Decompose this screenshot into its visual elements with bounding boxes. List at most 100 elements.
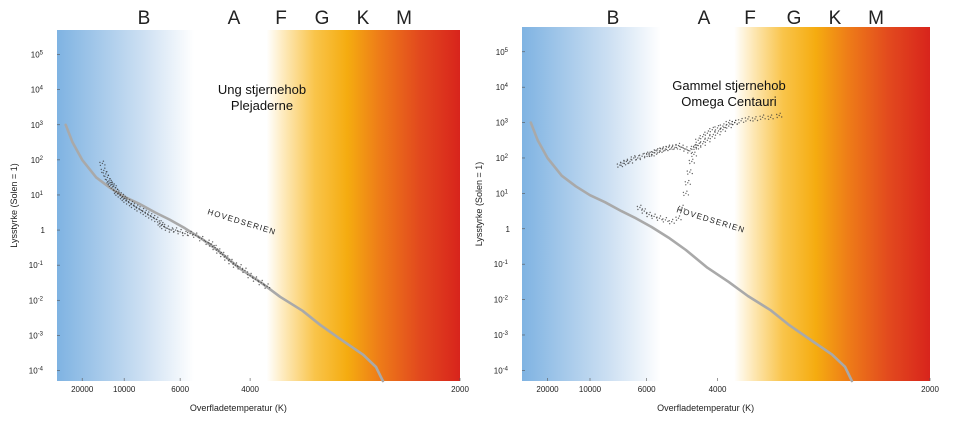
x-tick-label: 4000 [241,385,259,394]
y-tick-label: 101 [31,191,44,200]
chart-title-line-1: Ung stjernehob [218,82,306,97]
star-point [751,116,759,122]
star-point [107,179,114,186]
star-point [776,112,783,119]
chart-title-line-2: Omega Centauri [681,94,776,109]
star-point [719,123,727,129]
x-tick-label: 2000 [451,385,469,394]
star-point [168,227,175,233]
star-point [686,148,693,154]
star-point [714,125,721,131]
spectral-class-label: K [357,8,370,29]
spectral-class-label: B [138,8,151,29]
star-point [695,137,702,143]
y-tick-label: 10-3 [29,331,44,340]
star-point [623,158,630,165]
y-tick-label: 103 [496,119,509,128]
star-point [692,144,700,151]
spectral-class-label: F [275,8,287,29]
spectral-class-label: F [744,8,756,29]
star-point [682,190,690,197]
spectral-class-label: K [829,8,842,29]
star-point [160,223,167,230]
star-point [699,140,706,147]
star-point [714,130,721,136]
y-tick-label: 102 [496,154,509,163]
star-point [731,119,738,126]
spectral-class-label: A [228,8,241,29]
star-point [223,255,230,261]
star-point [153,216,160,223]
y-tick-label: 10-2 [494,296,509,305]
star-point [252,276,259,282]
star-point [653,148,660,154]
star-point [675,142,682,149]
star-point [219,251,226,258]
x-tick-label: 10000 [113,385,136,394]
x-tick-label: 6000 [171,385,189,394]
star-point [665,144,672,151]
y-tick-label: 10-2 [29,296,44,305]
x-tick-label: 10000 [579,385,602,394]
panel-1: B A F G K M 10-4 10-3 10-2 10-1 1 101 102 103 104 105 20… [9,8,469,413]
star-point [645,151,653,158]
star-point [634,155,641,161]
y-tick-label: 105 [31,51,44,60]
x-axis-label: Overfladetemperatur (K) [657,403,754,413]
star-point [638,153,646,159]
star-point [709,126,716,133]
star-point [759,114,766,121]
x-tick-label: 2000 [921,385,939,394]
y-tick-label: 104 [31,86,44,95]
y-tick-label: 10-4 [494,366,509,375]
star-point [725,123,732,129]
y-tick-label: 104 [496,83,509,92]
star-point [181,230,189,237]
y-tick-label: 103 [31,121,44,130]
y-axis-label: Lysstyrke (Solen = 1) [474,162,484,246]
spectral-class-label: G [787,8,802,29]
star-point [682,146,690,152]
star-point [263,283,271,289]
y-tick-label: 10-4 [29,366,44,375]
x-tick-label: 4000 [709,385,727,394]
spectrum-background [522,27,930,381]
star-point [113,188,120,195]
y-tick-label: 101 [496,189,509,198]
star-point [744,116,752,122]
star-point [678,144,686,151]
star-point [258,279,265,286]
y-tick-label: 10-1 [29,261,44,270]
x-axis-label: Overfladetemperatur (K) [190,403,287,413]
star-point [211,244,219,251]
star-point [99,160,106,167]
chart-title-line-1: Gammel stjernehob [672,78,785,93]
spectral-class-label: B [607,8,620,29]
star-point [164,225,171,231]
star-point [236,264,244,270]
y-tick-label: 102 [31,156,44,165]
spectral-class-label: A [698,8,711,29]
y-tick-label: 10-3 [494,331,509,340]
spectrum-background [57,30,460,381]
star-point [135,206,143,212]
x-tick-label: 20000 [536,385,559,394]
star-point [704,130,711,136]
star-point [198,235,205,242]
star-point [662,217,669,223]
star-point [737,117,745,124]
star-point [186,230,194,237]
star-point [105,178,113,184]
chart-title-line-2: Plejaderne [231,98,293,113]
x-tick-label: 6000 [638,385,656,394]
spectral-class-label: M [396,8,412,29]
star-point [675,215,682,221]
star-point [725,119,732,126]
y-tick-label: 1 [506,225,511,234]
star-point [192,232,199,238]
star-point [699,133,706,140]
spectral-class-label: M [868,8,884,29]
spectral-class-label: G [315,8,330,29]
y-axis-label: Lysstyrke (Solen = 1) [9,163,19,247]
